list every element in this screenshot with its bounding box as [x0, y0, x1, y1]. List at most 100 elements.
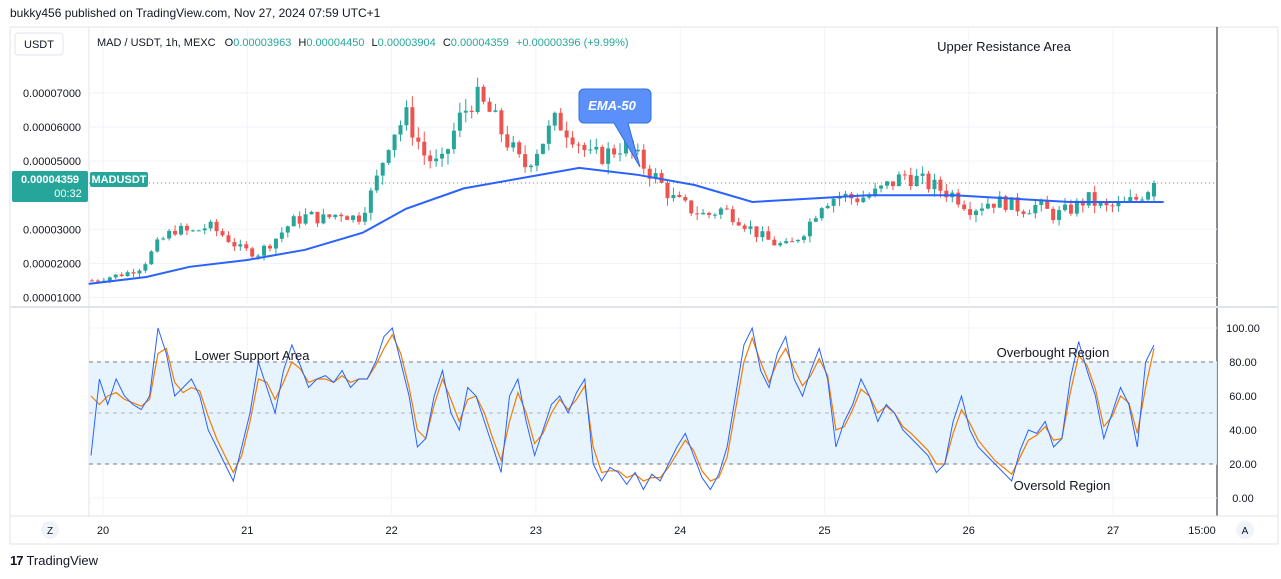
candle-body — [540, 143, 545, 154]
candle-body — [534, 153, 539, 166]
candle-body — [1146, 192, 1151, 200]
candle-body — [356, 215, 361, 222]
high-label: H — [298, 37, 306, 49]
candle-body — [95, 280, 100, 282]
open-value: 0.00003963 — [233, 37, 291, 49]
candle-body — [90, 280, 94, 282]
currency-button-box[interactable] — [14, 32, 64, 56]
candle-body — [238, 244, 243, 247]
upper-resistance-label: Upper Resistance Area — [937, 39, 1071, 54]
lower-support-label: Lower Support Area — [195, 348, 311, 363]
time-tick-label: 23 — [530, 525, 542, 537]
a-button-box[interactable] — [1236, 521, 1254, 539]
time-axis-labels: 20 21 22 23 24 25 26 27 15:00 — [97, 525, 1216, 537]
candle-body — [991, 203, 996, 208]
candle-body — [256, 255, 261, 257]
candle-body — [683, 197, 688, 201]
candle-body — [1080, 200, 1085, 206]
tradingview-logo-icon: 17 — [10, 553, 24, 568]
price-tick-label: 0.00001000 — [23, 293, 81, 305]
candle-body — [422, 141, 427, 156]
candle-body — [1027, 213, 1032, 215]
time-tick-label: 21 — [241, 525, 253, 537]
candle-body — [380, 162, 385, 176]
candle-body — [701, 212, 706, 215]
candle-body — [772, 239, 777, 246]
candle-body — [279, 232, 284, 239]
candle-body — [879, 185, 884, 189]
candle-body — [582, 144, 587, 151]
candle-body — [635, 149, 640, 152]
price-badge-value: 0.00004359 — [21, 174, 79, 186]
candle-body — [475, 86, 480, 112]
candle-body — [742, 225, 747, 229]
candle-body — [665, 182, 670, 199]
candle-body — [1092, 192, 1097, 206]
a-button[interactable]: A — [1242, 526, 1249, 537]
candle-body — [819, 208, 824, 219]
candle-body — [517, 142, 522, 155]
candle-body — [1063, 204, 1068, 211]
candle-body — [137, 270, 142, 274]
time-tick-label: 20 — [97, 525, 109, 537]
candle-body — [618, 153, 623, 155]
time-tick-label: 15:00 — [1188, 525, 1216, 537]
candle-body — [178, 225, 183, 235]
oscillator-tick-label: 20.00 — [1229, 459, 1257, 471]
candle-body — [143, 264, 148, 271]
z-button[interactable]: Z — [47, 526, 53, 537]
candle-body — [938, 179, 943, 191]
z-button-box[interactable] — [41, 521, 59, 539]
oscillator-tick-label: 40.00 — [1229, 425, 1257, 437]
candle-body — [297, 216, 302, 224]
price-grid — [89, 27, 1217, 304]
candle-body — [861, 197, 866, 203]
candle-body — [1098, 202, 1103, 206]
candle-body — [511, 142, 516, 148]
currency-button[interactable]: USDT — [24, 39, 54, 51]
candle-body — [985, 203, 990, 209]
candle-body — [730, 209, 735, 223]
candle-body — [1003, 196, 1008, 210]
candle-body — [564, 130, 569, 138]
high-value: 0.00004450 — [306, 37, 364, 49]
candle-body — [398, 125, 403, 135]
ohlc-legend: MAD / USDT, 1h, MEXC O0.00003963 H0.0000… — [97, 37, 629, 49]
candle-body — [113, 274, 118, 278]
candle-body — [790, 241, 795, 243]
candle-body — [214, 221, 219, 232]
candle-body — [362, 212, 367, 222]
tradingview-watermark: 17 TradingView — [10, 553, 98, 568]
price-axis-labels: 0.00007000 0.00006000 0.00005000 0.00003000… — [23, 88, 81, 305]
ema-callout-text: EMA-50 — [588, 98, 636, 113]
candle-body — [327, 214, 332, 218]
price-tick-label: 0.00002000 — [23, 258, 81, 270]
candle-body — [1051, 208, 1056, 221]
candle-body — [315, 211, 320, 224]
candle-body — [190, 230, 195, 232]
candle-body — [647, 168, 652, 179]
candle-body — [825, 205, 830, 209]
candle-body — [208, 221, 213, 229]
oscillator-axis-labels: 100.00 80.00 60.00 40.00 20.00 0.00 — [1226, 323, 1260, 505]
time-tick-label: 22 — [385, 525, 397, 537]
candle-body — [968, 209, 973, 216]
candle-body — [926, 173, 931, 190]
candle-body — [908, 174, 913, 187]
candle-body — [339, 214, 344, 217]
time-tick-label: 25 — [818, 525, 830, 537]
candle-body — [428, 155, 433, 162]
candle-body — [623, 140, 628, 154]
candle-body — [1110, 205, 1115, 207]
candle-body — [1140, 199, 1145, 201]
candle-body — [457, 112, 462, 131]
candle-body — [748, 226, 753, 229]
candle-body — [831, 198, 836, 206]
candle-body — [885, 181, 890, 186]
candle-body — [754, 226, 759, 238]
candle-body — [1033, 204, 1038, 214]
candle-body — [659, 173, 664, 183]
candle-body — [434, 158, 439, 162]
candle-body — [386, 150, 391, 163]
